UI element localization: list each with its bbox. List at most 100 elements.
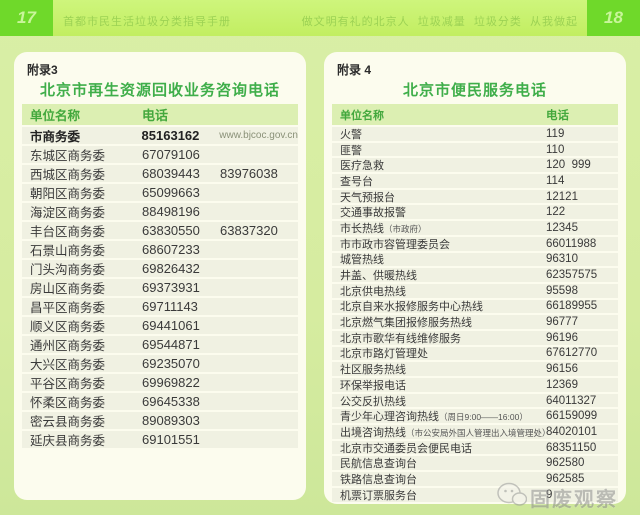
phone-number: 69826432 [142, 261, 200, 276]
table-row: 机票订票服务台 9 [332, 487, 618, 502]
table-header-row: 单位名称 电话 [332, 104, 618, 125]
phone-number: 69101551 [142, 432, 200, 447]
table-row: 匪警 110 [332, 142, 618, 157]
table-title: 北京市便民服务电话 [402, 82, 547, 99]
table-row: 门头沟商务委 69826432 [22, 260, 298, 277]
phone-number: 96310 [546, 253, 578, 266]
phone-number: 96196 [546, 331, 578, 344]
appendix3-card: 附录3 北京市再生资源回收业务咨询电话 单位名称 电话 市商务委 85163162… [14, 52, 306, 500]
unit-name: 天气预报台 [340, 191, 395, 204]
table-row: 房山区商务委 69373931 [22, 279, 298, 296]
phone-number: 96156 [546, 363, 578, 376]
table-row: 公交反扒热线 64011327 [332, 393, 618, 408]
unit-name: 匪警 [340, 144, 362, 157]
watermark-text: 固废观察 [530, 489, 618, 511]
phone-number: 12369 [546, 378, 578, 391]
table-row: 市市政市容管理委员会 66011988 [332, 236, 618, 251]
table-row: 市商务委 85163162 www.bjcoc.gov.cn [22, 127, 298, 144]
phone-number: 66159099 [546, 410, 598, 423]
phone-number: 120 999 [546, 159, 591, 172]
column-header-name: 单位名称 [30, 109, 81, 123]
unit-name: 朝阳区商务委 [30, 187, 106, 201]
unit-name: 查号台 [340, 175, 373, 188]
column-header-name: 单位名称 [340, 109, 384, 122]
phone-number: 62357575 [546, 269, 598, 282]
phone-number: 119 [546, 127, 565, 140]
unit-name: 丰台区商务委 [30, 225, 106, 239]
phone-number-secondary: 63837320 [220, 223, 278, 238]
unit-name: 医疗急救 [340, 160, 384, 173]
unit-name: 铁路信息查询台 [340, 473, 417, 486]
unit-name: 西城区商务委 [30, 168, 106, 182]
unit-name: 密云县商务委 [30, 415, 106, 429]
phone-number: 89089303 [142, 413, 200, 428]
table-row: 民航信息查询台 962580 [332, 456, 618, 470]
unit-name: 北京自来水报修服务中心热线 [340, 301, 483, 314]
slogan-text: 做文明有礼的北京人 垃圾减量 垃圾分类 从我做起 [301, 16, 578, 28]
phone-number: 67612770 [546, 347, 598, 360]
phone-number: 96777 [546, 316, 578, 329]
table-body: 火警 119 匪警 110 医疗急救 120 999 查号台 114 天气预报台 12121 交通事… [332, 127, 618, 504]
website-url: www.bjcoc.gov.cn [219, 130, 298, 141]
phone-number: 69969822 [142, 375, 200, 390]
table-row: 海淀区商务委 88498196 [22, 203, 298, 220]
unit-note: （周日9:00——16:00） [439, 412, 528, 423]
unit-note: （市公安局外国人管理出入境管理处） [406, 427, 551, 438]
phone-number: 9 [546, 488, 553, 501]
table-row: 北京市交通委员会便民电话 68351150 [332, 440, 618, 455]
unit-name: 社区服务热线 [340, 364, 406, 377]
table-row: 大兴区商务委 69235070 [22, 355, 298, 372]
phone-number: 122 [546, 206, 566, 219]
unit-name: 北京燃气集团报修服务热线 [340, 317, 472, 330]
unit-name: 交通事故报警 [340, 207, 406, 220]
phone-number: 69373931 [142, 280, 200, 295]
table-row: 医疗急救 120 999 [332, 158, 618, 172]
phone-number: 65099663 [142, 185, 200, 200]
table-row: 北京市路灯管理处 67612770 [332, 346, 618, 360]
phone-number: 64011327 [546, 394, 597, 407]
unit-name: 环保举报电话 [340, 379, 406, 392]
table-row: 平谷区商务委 69969822 [22, 374, 298, 391]
table-row: 东城区商务委 67079106 [22, 146, 298, 163]
table-row: 城管热线 96310 [332, 252, 618, 267]
table-row: 北京自来水报修服务中心热线 66189955 [332, 299, 618, 314]
unit-name: 顺义区商务委 [30, 320, 106, 334]
unit-name: 石景山商务委 [30, 244, 106, 258]
table-row: 丰台区商务委 63830550 63837320 [22, 222, 298, 239]
phone-number: 68351150 [546, 441, 597, 454]
table-row: 通州区商务委 69544871 [22, 336, 298, 353]
wechat-icon [497, 482, 528, 513]
phone-number: 85163162 [141, 128, 200, 143]
table-row: 北京市歌华有线维修服务 96196 [332, 330, 618, 345]
unit-name: 民航信息查询台 [340, 458, 417, 471]
phone-number: 84020101 [546, 425, 598, 438]
unit-name: 大兴区商务委 [30, 358, 106, 372]
appendix-label: 附录3 [27, 63, 58, 77]
unit-name: 昌平区商务委 [30, 301, 106, 315]
phone-number: 69711143 [142, 299, 198, 314]
phone-number: 63830550 [142, 223, 200, 238]
table-row: 出境咨询热线（市公安局外国人管理出入境管理处） 84020101 [332, 425, 618, 439]
unit-name: 机票订票服务台 [340, 489, 417, 502]
table-row: 北京供电热线 95598 [332, 283, 618, 298]
table-row: 查号台 114 [332, 174, 618, 188]
column-header-phone: 电话 [142, 108, 169, 123]
phone-number: 69645338 [142, 394, 200, 409]
unit-name: 城管热线 [340, 254, 384, 267]
top-header-bar: 17 首都市民生活垃圾分类指导手册 做文明有礼的北京人 垃圾减量 垃圾分类 从我… [0, 0, 640, 36]
phone-number: 95598 [546, 284, 578, 297]
table-row: 密云县商务委 89089303 [22, 412, 298, 429]
phone-number-secondary: 83976038 [220, 166, 278, 181]
phone-number: 66189955 [546, 300, 598, 313]
unit-name: 平谷区商务委 [30, 377, 106, 391]
unit-name: 怀柔区商务委 [30, 396, 106, 410]
phone-number: 68607233 [142, 242, 200, 257]
table-row: 市长热线（市政府） 12345 [332, 221, 618, 235]
table-row: 北京燃气集团报修服务热线 96777 [332, 315, 618, 329]
unit-name: 火警 [340, 128, 362, 141]
table-body: 市商务委 85163162 www.bjcoc.gov.cn 东城区商务委 670791… [22, 127, 298, 450]
phone-number: 962585 [546, 472, 585, 485]
unit-name: 公交反扒热线 [340, 395, 406, 408]
table-row: 火警 119 [332, 127, 618, 141]
table-title: 北京市再生资源回收业务咨询电话 [39, 82, 280, 99]
